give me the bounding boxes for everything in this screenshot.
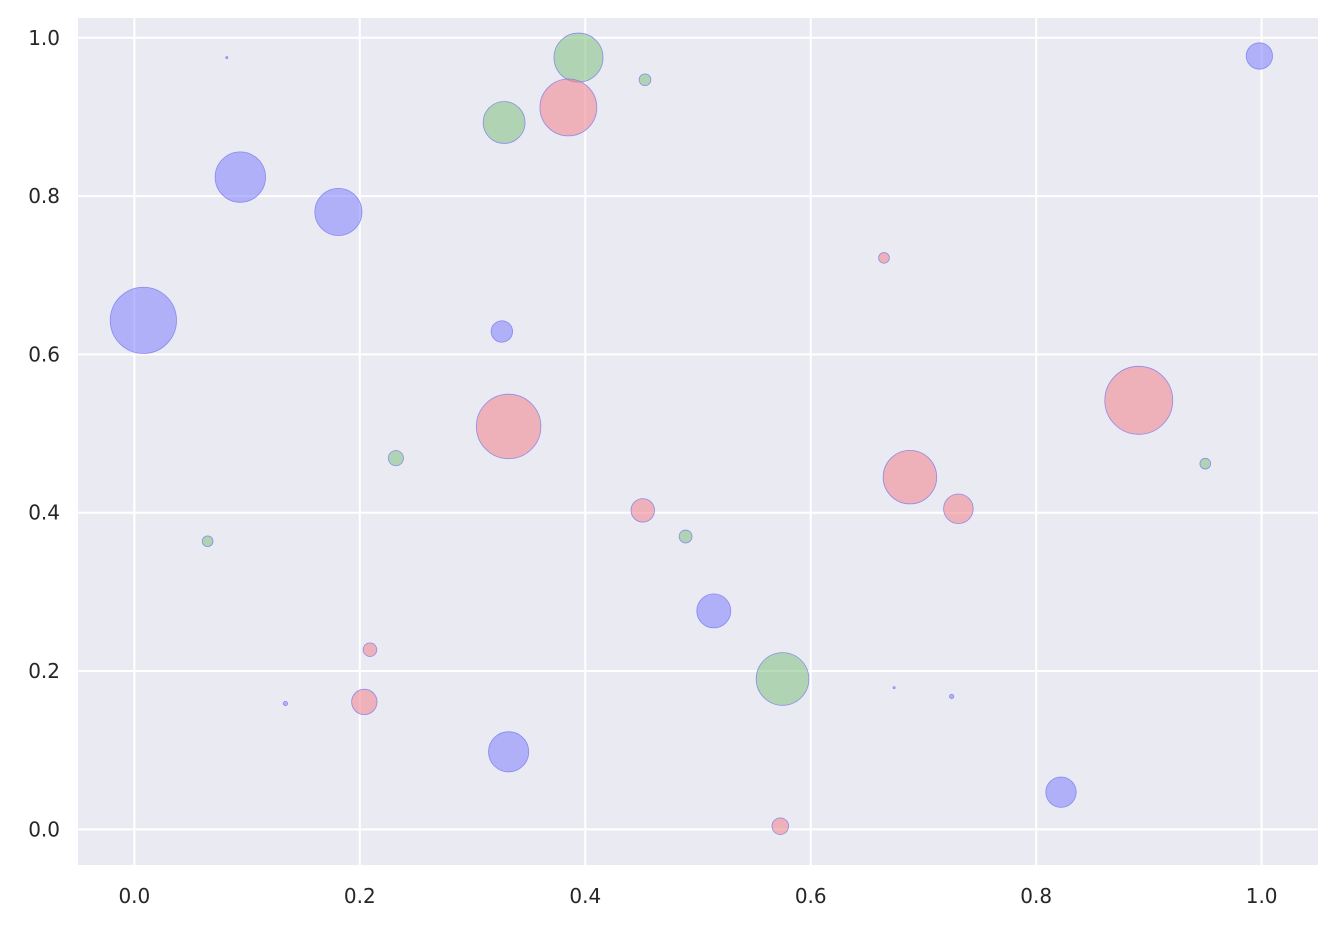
- blue-bubble: [1245, 42, 1273, 70]
- green-bubble: [678, 529, 693, 544]
- green-bubble: [387, 450, 404, 467]
- red-bubble: [878, 252, 890, 264]
- grid-lines: [78, 18, 1318, 865]
- blue-bubble: [488, 731, 530, 773]
- y-tick-label: 1.0: [28, 26, 60, 50]
- y-tick-label: 0.0: [28, 817, 60, 841]
- blue-bubble: [214, 151, 266, 203]
- red-bubble: [362, 642, 378, 657]
- red-bubble: [630, 498, 655, 523]
- green-bubble: [755, 652, 810, 706]
- green-bubble: [482, 101, 526, 144]
- x-tick-label: 0.6: [795, 884, 827, 908]
- blue-bubble: [949, 693, 955, 699]
- blue-bubble: [1045, 776, 1077, 808]
- y-tick-labels: 0.0 0.2 0.4 0.6 0.8 1.0: [28, 26, 60, 842]
- blue-bubble: [314, 187, 363, 236]
- red-bubble: [771, 817, 790, 835]
- red-bubble: [943, 493, 974, 525]
- blue-bubble: [109, 286, 177, 354]
- blue-bubble: [892, 686, 896, 690]
- plot-area: [78, 18, 1318, 865]
- blue-bubble: [282, 700, 288, 707]
- green-bubble: [1199, 457, 1212, 470]
- x-tick-label: 0.2: [344, 884, 376, 908]
- green-bubble: [201, 535, 214, 548]
- blue-bubble: [696, 593, 732, 629]
- x-tick-label: 0.8: [1020, 884, 1052, 908]
- blue-bubble: [225, 56, 229, 60]
- x-tick-label: 0.4: [569, 884, 601, 908]
- y-tick-label: 0.4: [28, 501, 60, 525]
- x-tick-label: 0.0: [118, 884, 150, 908]
- green-bubble: [638, 73, 652, 87]
- red-bubble: [539, 78, 598, 137]
- x-tick-labels: 0.0 0.2 0.4 0.6 0.8 1.0: [118, 884, 1277, 908]
- bubbles: [109, 32, 1273, 835]
- x-tick-label: 1.0: [1246, 884, 1278, 908]
- y-tick-label: 0.6: [28, 342, 60, 366]
- green-bubble: [553, 32, 604, 83]
- y-tick-label: 0.8: [28, 184, 60, 208]
- y-tick-label: 0.2: [28, 659, 60, 683]
- red-bubble: [1104, 365, 1174, 435]
- red-bubble: [475, 393, 542, 460]
- red-bubble: [351, 688, 378, 716]
- red-bubble: [882, 449, 938, 505]
- blue-bubble: [490, 320, 514, 343]
